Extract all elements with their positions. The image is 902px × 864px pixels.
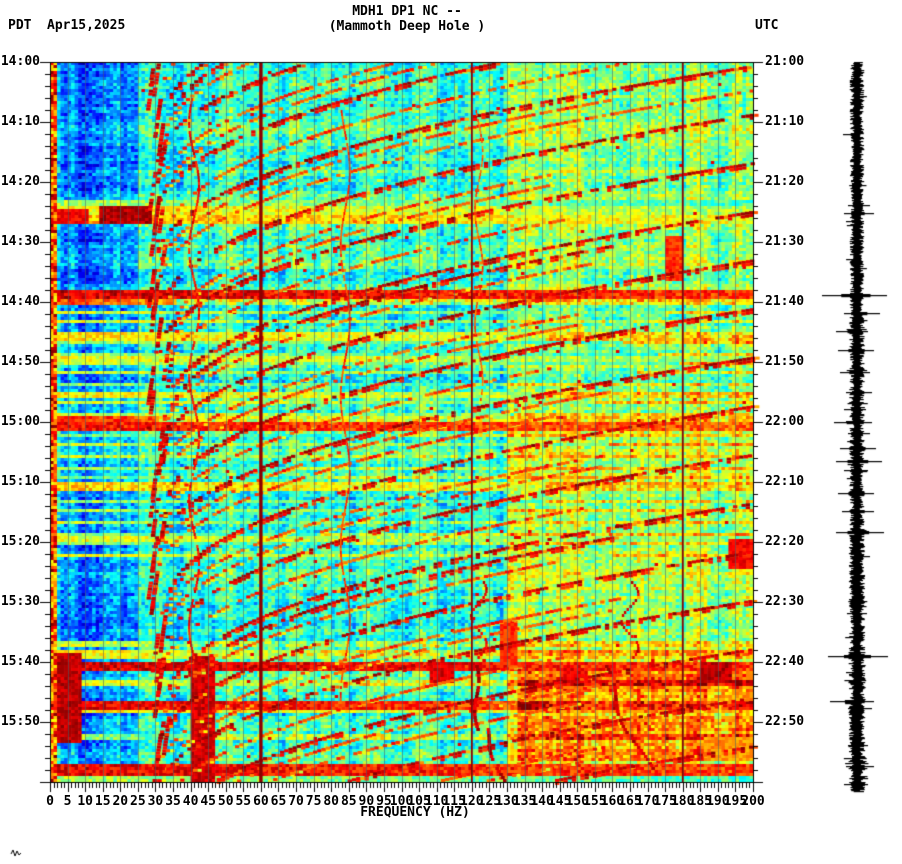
- frequency-tick-label: 135: [512, 794, 537, 809]
- frequency-tick-label: 20: [112, 794, 129, 809]
- time-tick-label-utc: 22:00: [765, 414, 805, 429]
- frequency-tick-label: 180: [670, 794, 695, 809]
- frequency-tick-label: 115: [442, 794, 466, 809]
- frequency-tick-label: 40: [182, 794, 199, 809]
- frequency-tick-label: 170: [635, 794, 660, 809]
- time-tick-label-pdt: 14:10: [0, 114, 40, 129]
- time-tick-label-pdt: 15:10: [0, 474, 40, 489]
- time-tick-label-utc: 22:50: [765, 714, 805, 729]
- frequency-tick-label: 185: [688, 794, 713, 809]
- frequency-axis-title: FREQUENCY (HZ): [360, 805, 470, 820]
- frequency-tick-label: 0: [46, 794, 54, 809]
- frequency-tick-label: 155: [583, 794, 607, 809]
- time-tick-label-pdt: 15:20: [0, 534, 40, 549]
- time-tick-label-utc: 21:10: [765, 114, 805, 129]
- date-label: Apr15,2025: [47, 18, 126, 33]
- frequency-tick-label: 10: [77, 794, 93, 809]
- frequency-tick-label: 85: [340, 794, 357, 809]
- time-tick-label-utc: 21:50: [765, 354, 805, 369]
- frequency-tick-label: 110: [424, 794, 449, 809]
- time-tick-label-pdt: 15:30: [0, 594, 40, 609]
- frequency-tick-label: 190: [706, 794, 730, 809]
- time-tick-label-utc: 21:40: [765, 294, 805, 309]
- frequency-tick-label: 80: [323, 794, 340, 809]
- time-tick-label-pdt: 14:20: [0, 174, 40, 189]
- frequency-tick-label: 95: [376, 794, 392, 809]
- time-tick-label-utc: 21:20: [765, 174, 805, 189]
- frequency-tick-label: 65: [270, 794, 287, 809]
- frequency-tick-label: 125: [477, 794, 502, 809]
- frequency-tick-label: 175: [653, 794, 677, 809]
- frequency-tick-label: 160: [600, 794, 625, 809]
- frequency-tick-label: 55: [235, 794, 252, 809]
- frequency-tick-label: 130: [495, 794, 519, 809]
- time-tick-label-pdt: 15:40: [0, 654, 40, 669]
- time-tick-label-utc: 22:30: [765, 594, 805, 609]
- frequency-tick-label: 25: [130, 794, 146, 809]
- timezone-left-label: PDT: [8, 18, 32, 33]
- frequency-tick-label: 140: [530, 794, 554, 809]
- frequency-tick-label: 100: [389, 794, 414, 809]
- frequency-tick-label: 90: [358, 794, 375, 809]
- timezone-right-label: UTC: [755, 18, 779, 33]
- frequency-tick-label: 145: [547, 794, 572, 809]
- frequency-tick-label: 165: [618, 794, 642, 809]
- frequency-tick-label: 30: [147, 794, 164, 809]
- time-tick-label-utc: 22:10: [765, 474, 805, 489]
- time-tick-label-utc: 21:30: [765, 234, 805, 249]
- time-tick-label-pdt: 15:00: [0, 414, 40, 429]
- frequency-tick-label: 45: [200, 794, 216, 809]
- frequency-tick-label: 105: [407, 794, 431, 809]
- frequency-tick-label: 75: [305, 794, 322, 809]
- frequency-tick-label: 50: [217, 794, 234, 809]
- time-tick-label-pdt: 14:30: [0, 234, 40, 249]
- time-tick-label-pdt: 14:00: [0, 54, 40, 69]
- time-tick-label-pdt: 14:50: [0, 354, 40, 369]
- frequency-tick-label: 15: [94, 794, 111, 809]
- frequency-tick-label: 60: [253, 794, 269, 809]
- frequency-tick-label: 5: [63, 794, 72, 809]
- frequency-tick-label: 195: [723, 794, 748, 809]
- time-tick-label-utc: 21:00: [765, 54, 805, 69]
- time-tick-label-pdt: 15:50: [0, 714, 40, 729]
- frequency-tick-label: 150: [565, 794, 589, 809]
- page-subtitle: (Mammoth Deep Hole ): [328, 19, 486, 34]
- frequency-tick-label: 120: [460, 794, 484, 809]
- page-title: MDH1 DP1 NC --: [352, 4, 462, 19]
- time-tick-label-utc: 22:40: [765, 654, 805, 669]
- frequency-tick-label: 70: [288, 794, 304, 809]
- time-tick-label-pdt: 14:40: [0, 294, 40, 309]
- frequency-tick-label: 35: [165, 794, 181, 809]
- time-tick-label-utc: 22:20: [765, 534, 805, 549]
- frequency-tick-label: 200: [741, 794, 765, 809]
